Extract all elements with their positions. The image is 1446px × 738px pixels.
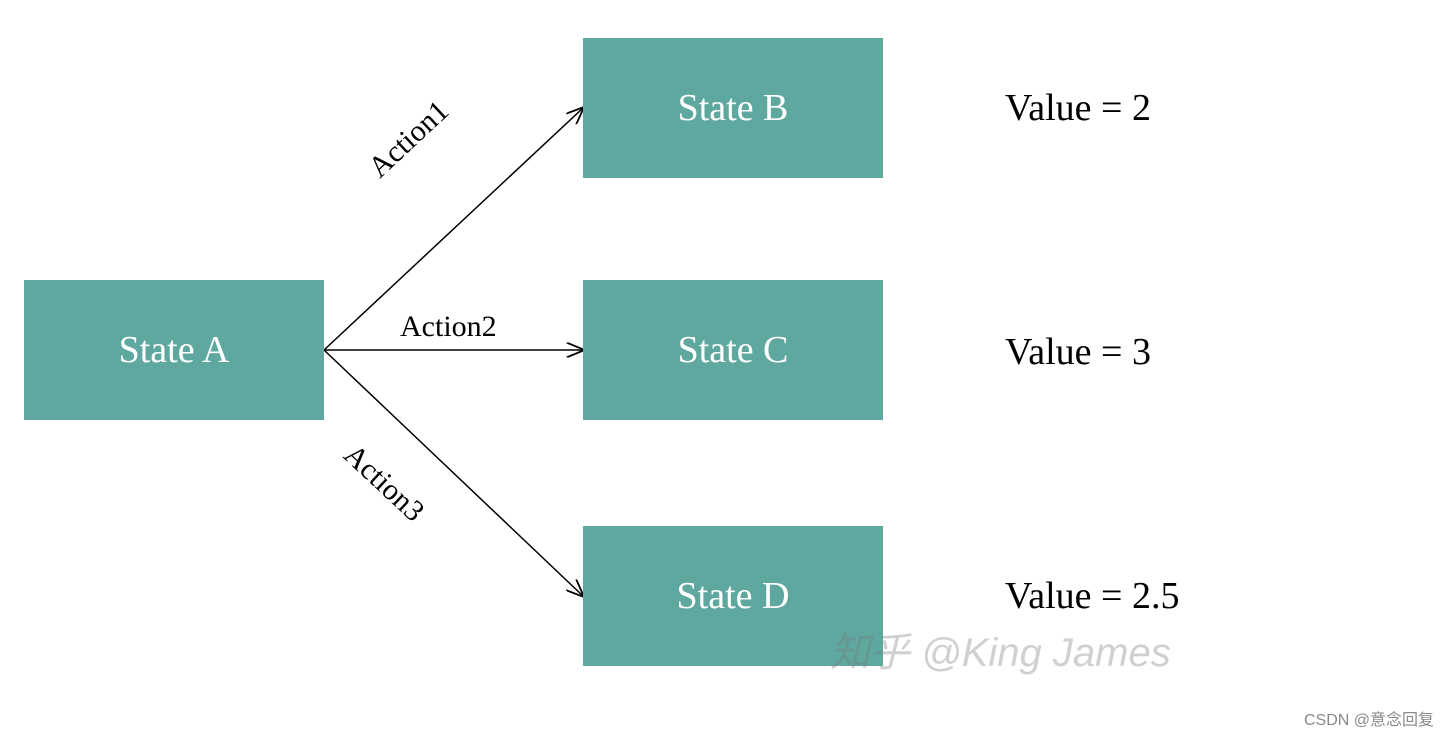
edge-label-action2: Action2	[400, 310, 497, 344]
node-label: State D	[677, 574, 790, 618]
watermark-csdn: CSDN @意念回复	[1304, 706, 1434, 730]
watermark-zhihu: 知乎 @King James	[830, 620, 1171, 678]
node-label: State B	[678, 86, 789, 130]
value-label-d: Value = 2.5	[1005, 574, 1179, 618]
value-label-b: Value = 2	[1005, 86, 1151, 130]
node-label: State A	[119, 328, 230, 372]
node-label: State C	[678, 328, 789, 372]
node-state-b: State B	[583, 38, 883, 178]
node-state-c: State C	[583, 280, 883, 420]
value-label-c: Value = 3	[1005, 330, 1151, 374]
node-state-a: State A	[24, 280, 324, 420]
edge-label-action1: Action1	[362, 94, 456, 185]
edge-label-action3: Action3	[337, 438, 431, 529]
